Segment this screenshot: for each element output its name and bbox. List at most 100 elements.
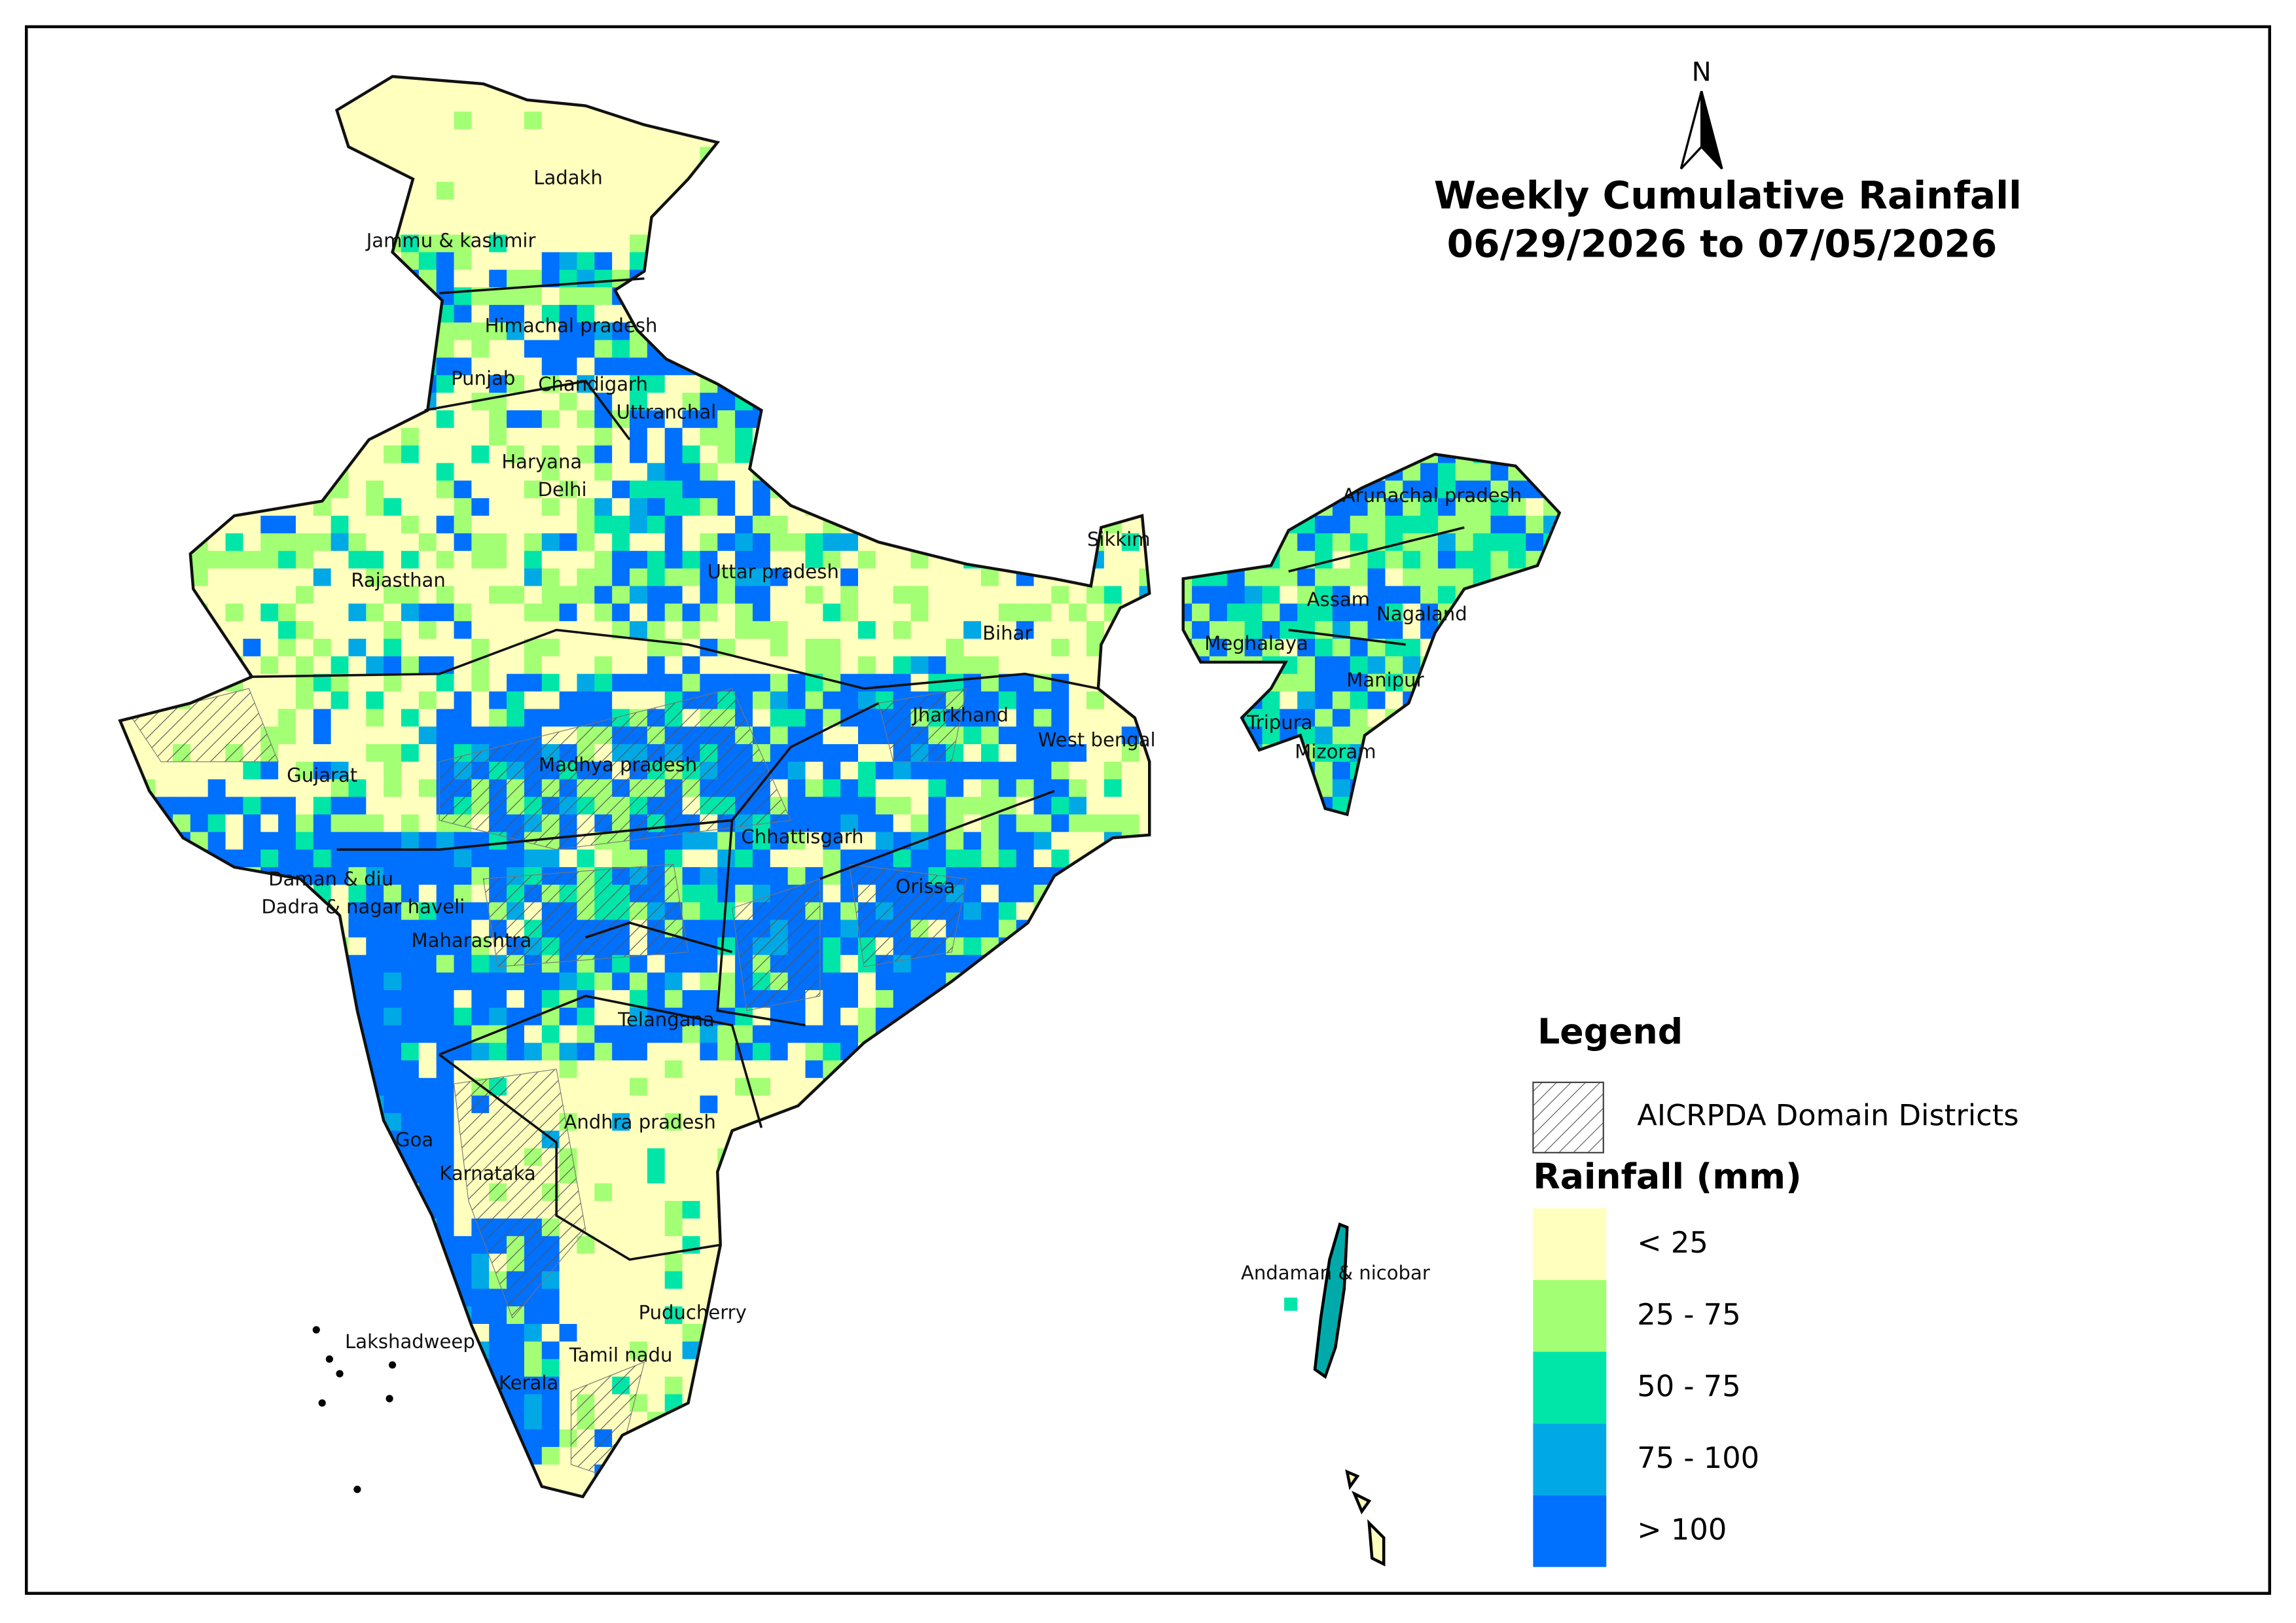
rainfall-cell: [418, 234, 437, 253]
rainfall-cell: [207, 779, 226, 798]
rainfall-cell: [436, 1025, 455, 1044]
rainfall-cell: [1332, 673, 1351, 692]
rainfall-cell: [893, 673, 912, 692]
rainfall-cell: [980, 832, 999, 851]
rainfall-cell: [524, 603, 543, 622]
rainfall-cell: [436, 621, 455, 640]
rainfall-cell: [366, 849, 385, 868]
rainfall-cell: [524, 357, 543, 376]
rainfall-cell: [207, 568, 226, 587]
rainfall-cell: [507, 445, 526, 464]
rainfall-cell: [401, 516, 420, 535]
rainfall-cell: [454, 603, 473, 622]
rainfall-cell: [998, 639, 1017, 657]
rainfall-cell: [436, 498, 455, 517]
rainfall-cell: [787, 621, 806, 640]
rainfall-cell: [295, 691, 314, 710]
rainfall-cell: [559, 1078, 578, 1097]
rainfall-cell: [489, 656, 508, 675]
rainfall-cell: [612, 445, 631, 464]
rainfall-cell: [243, 568, 262, 587]
rainfall-cell: [577, 639, 596, 657]
rainfall-cell: [1069, 639, 1088, 657]
rainfall-cell: [1385, 621, 1404, 640]
rainfall-cell: [454, 410, 473, 429]
rainfall-cell: [384, 1060, 403, 1079]
rainfall-cell: [647, 621, 666, 640]
rainfall-cell: [384, 568, 403, 587]
rainfall-cell: [1103, 709, 1122, 728]
rainfall-cell: [278, 639, 297, 657]
rainfall-cell: [998, 761, 1017, 780]
rainfall-cell: [998, 656, 1017, 675]
rainfall-cell: [840, 1007, 859, 1026]
rainfall-cell: [910, 814, 929, 833]
rainfall-cell: [559, 480, 578, 499]
rainfall-cell: [700, 533, 719, 552]
rainfall-cell: [331, 516, 350, 535]
rainfall-cell: [172, 779, 191, 798]
rainfall-cell: [541, 463, 560, 482]
rainfall-cell: [348, 603, 367, 622]
rainfall-cell: [559, 516, 578, 535]
rainfall-cell: [1209, 603, 1228, 622]
rainfall-cell: [682, 480, 701, 499]
rainfall-cell: [418, 849, 437, 868]
rainfall-cell: [541, 639, 560, 657]
rainfall-cell: [366, 919, 385, 938]
rainfall-cell: [559, 164, 578, 183]
rainfall-cell: [384, 832, 403, 851]
rainfall-cell: [366, 744, 385, 763]
rainfall-cell: [1367, 516, 1386, 535]
rainfall-cell: [524, 691, 543, 710]
rainfall-cell: [1455, 463, 1474, 482]
rainfall-cell: [489, 129, 508, 148]
rainfall-cell: [454, 586, 473, 605]
rainfall-cell: [700, 673, 719, 692]
rainfall-cell: [963, 639, 982, 657]
rainfall-cell: [805, 533, 824, 552]
rainfall-cell: [805, 603, 824, 622]
rainfall-cell: [243, 639, 262, 657]
rainfall-cell: [612, 586, 631, 605]
rainfall-cell: [630, 586, 648, 605]
rainfall-cell: [787, 533, 806, 552]
rainfall-cell: [1403, 639, 1422, 657]
rainfall-cell: [207, 796, 226, 815]
rainfall-cell: [1526, 516, 1545, 535]
rainfall-cell: [682, 463, 701, 482]
rainfall-cell: [384, 550, 403, 569]
rainfall-cell: [454, 445, 473, 464]
rainfall-cell: [682, 955, 701, 974]
rainfall-cell: [436, 427, 455, 446]
rainfall-cell: [348, 691, 367, 710]
rainfall-cell: [559, 252, 578, 271]
rainfall-cell: [384, 586, 403, 605]
rainfall-cell: [436, 357, 455, 376]
rainfall-cell: [471, 463, 490, 482]
rainfall-cell: [1262, 621, 1281, 640]
rainfall-cell: [805, 709, 824, 728]
rainfall-cell: [700, 393, 719, 412]
rainfall-cell: [260, 779, 279, 798]
rainfall-cell: [295, 726, 314, 745]
rainfall-cell: [980, 568, 999, 587]
rainfall-cell: [682, 427, 701, 446]
rainfall-cell: [823, 972, 842, 991]
rainfall-cell: [507, 673, 526, 692]
rainfall-cell: [664, 463, 683, 482]
rainfall-cell: [225, 603, 244, 622]
rainfall-cell: [647, 480, 666, 499]
rainfall-cell: [577, 322, 596, 341]
rainfall-cell: [823, 709, 842, 728]
rainfall-cell: [1315, 761, 1334, 780]
rainfall-cell: [507, 533, 526, 552]
rainfall-cell: [366, 955, 385, 974]
rainfall-cell: [1437, 550, 1456, 569]
rainfall-cell: [928, 796, 947, 815]
rainfall-cell: [1069, 832, 1088, 851]
rainfall-cell: [489, 427, 508, 446]
rainfall-cell: [471, 1007, 490, 1026]
rainfall-cell: [840, 796, 859, 815]
rainfall-cell: [436, 849, 455, 868]
